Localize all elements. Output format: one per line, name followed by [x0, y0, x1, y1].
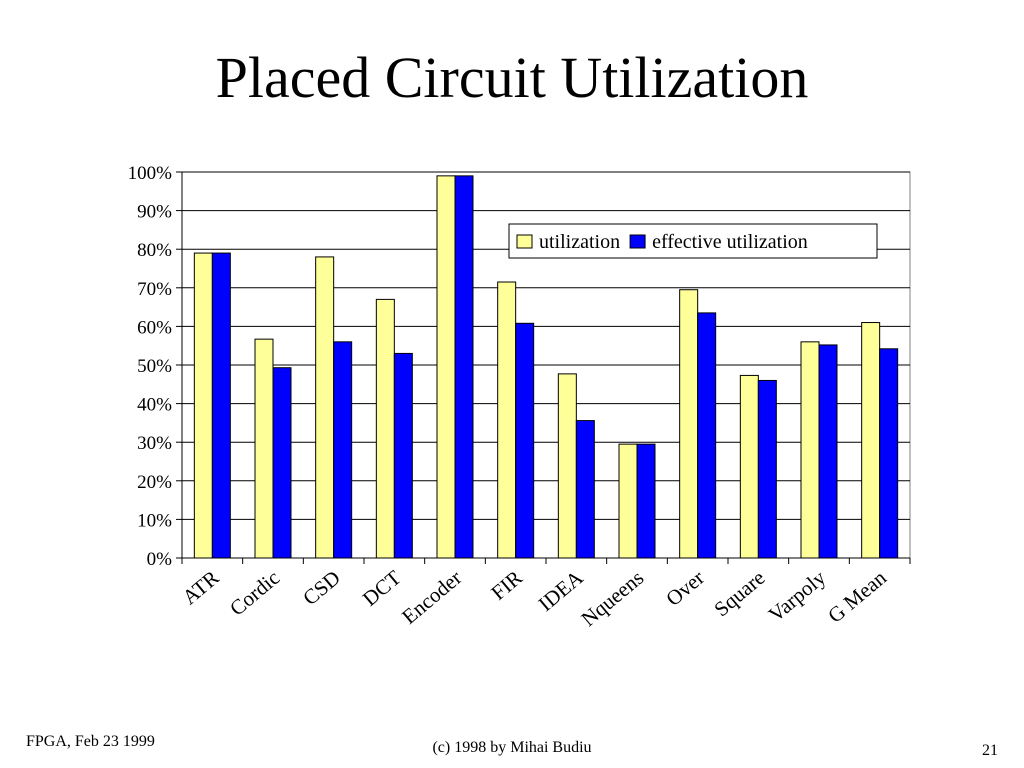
bar-effective-utilization-g-mean [879, 348, 899, 559]
y-tick-label: 100% [128, 163, 173, 184]
bar-utilization-over [679, 289, 699, 559]
y-tick-label: 70% [137, 279, 172, 300]
footer-left: FPGA, Feb 23 1999 [26, 733, 155, 750]
footer-copyright: (c) 1998 by Mihai Budiu [432, 739, 592, 756]
legend-box [508, 223, 878, 259]
bar-utilization-atr [193, 252, 213, 559]
x-category-label: Cordic [225, 565, 284, 620]
bar-utilization-cordic [254, 338, 274, 559]
y-tick-labels: 0% 10% 20% 30% 40% 50% 60% 70% 80% 90% 100% [128, 163, 173, 570]
y-tick-label: 0% [147, 549, 173, 570]
bar-effective-utilization-varpoly [818, 344, 838, 559]
bar-utilization-csd [315, 256, 335, 559]
bar-effective-utilization-over [697, 312, 717, 559]
bar-effective-utilization-dct [393, 352, 413, 559]
y-tick-label: 20% [137, 472, 172, 493]
bar-utilization-g-mean [861, 322, 881, 559]
axes [176, 171, 911, 564]
x-category-label: IDEA [534, 565, 588, 616]
y-tick-label: 90% [137, 202, 172, 223]
x-category-label: G Mean [823, 565, 891, 628]
bar-effective-utilization-nqueens [636, 443, 656, 559]
bar-utilization-idea [557, 373, 577, 559]
y-tick-label: 50% [137, 356, 172, 377]
bar-utilization-dct [375, 298, 395, 559]
x-category-label: Nqueens [576, 565, 648, 631]
x-category-label: Over [661, 565, 709, 610]
bar-effective-utilization-encoder [454, 175, 474, 559]
legend-swatch-utilization [516, 234, 533, 249]
slide-number: 21 [982, 742, 998, 759]
bar-effective-utilization-square [757, 379, 777, 559]
bar-chart: 0% 10% 20% 30% 40% 50% 60% 70% 80% 90% 100% ATR Cor… [128, 163, 911, 631]
x-category-label: Varpoly [764, 565, 831, 626]
y-tick-label: 10% [137, 510, 172, 531]
y-tick-label: 40% [137, 395, 172, 416]
legend: utilization effective utilization [508, 223, 878, 259]
legend-label-effective-utilization: effective utilization [652, 231, 808, 253]
bar-utilization-encoder [436, 175, 456, 559]
bar-utilization-nqueens [618, 443, 638, 559]
bars [193, 175, 899, 559]
bar-utilization-square [739, 374, 759, 559]
slide-title: Placed Circuit Utilization [215, 45, 809, 110]
x-category-label: DCT [358, 565, 406, 610]
bar-effective-utilization-csd [333, 341, 353, 559]
legend-label-utilization: utilization [539, 231, 620, 253]
bar-effective-utilization-idea [575, 420, 595, 559]
bar-effective-utilization-fir [515, 322, 535, 559]
y-tick-label: 80% [137, 240, 172, 261]
y-tick-label: 60% [137, 317, 172, 338]
x-category-label: ATR [178, 565, 224, 609]
bar-effective-utilization-atr [211, 252, 231, 559]
x-category-label: CSD [298, 565, 345, 610]
bar-utilization-fir [497, 281, 517, 559]
bar-effective-utilization-cordic [272, 367, 292, 559]
x-category-label: Square [709, 565, 769, 621]
legend-swatch-effective-utilization [629, 234, 646, 249]
y-tick-label: 30% [137, 433, 172, 454]
x-category-label: Encoder [397, 565, 466, 628]
x-category-label: FIR [486, 565, 526, 604]
bar-utilization-varpoly [800, 341, 820, 559]
